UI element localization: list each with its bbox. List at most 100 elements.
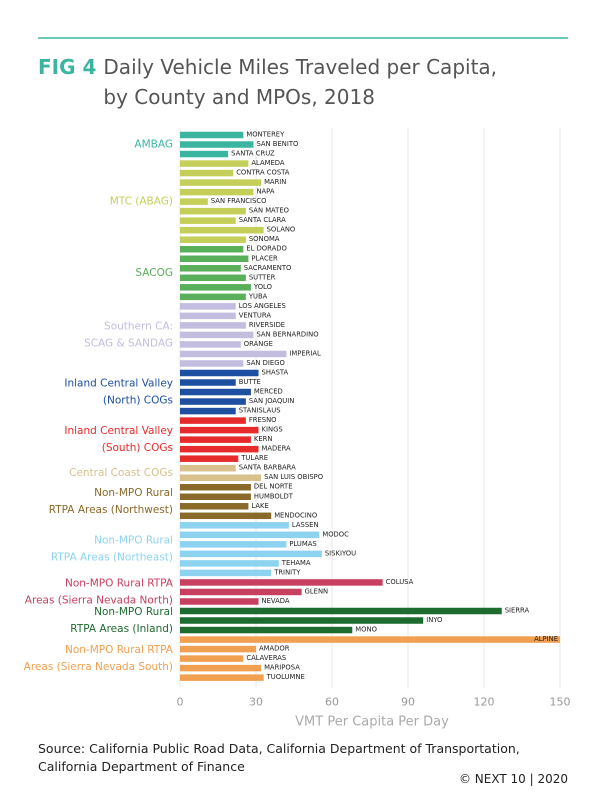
bar-label: ALPINE bbox=[534, 635, 558, 643]
bar-label: VENTURA bbox=[239, 311, 272, 319]
bar-label: HUMBOLDT bbox=[254, 492, 294, 500]
bar-label: RIVERSIDE bbox=[249, 321, 285, 329]
bar bbox=[180, 379, 236, 386]
group-label: SACOG bbox=[135, 267, 173, 279]
bar-label: SANTA BARBARA bbox=[239, 464, 296, 472]
bar bbox=[180, 626, 353, 634]
bar bbox=[180, 417, 246, 424]
bar bbox=[180, 217, 236, 224]
group-label: SCAG & SANDAG bbox=[84, 337, 173, 349]
bar bbox=[180, 655, 244, 662]
bar-label: STANISLAUS bbox=[239, 407, 281, 415]
bar bbox=[180, 512, 272, 520]
group-label: AMBAG bbox=[134, 139, 173, 151]
x-axis-label: VMT Per Capita Per Day bbox=[295, 715, 449, 730]
bar-label: MONTEREY bbox=[246, 131, 285, 139]
x-tick-label: 30 bbox=[249, 696, 263, 709]
bar-label: MENDOCINO bbox=[274, 511, 317, 519]
bar-label: SAN FRANCISCO bbox=[211, 197, 267, 205]
bar-label: SACRAMENTO bbox=[244, 264, 292, 272]
bar bbox=[180, 350, 287, 358]
bar bbox=[180, 293, 246, 301]
bar-label: MERCED bbox=[254, 388, 283, 396]
bar bbox=[180, 226, 264, 234]
bar-label: CONTRA COSTA bbox=[236, 169, 290, 177]
group-label: Inland Central Valley bbox=[64, 425, 173, 437]
group-label: RTPA Areas (Northeast) bbox=[51, 552, 173, 564]
bar bbox=[180, 588, 302, 596]
bar bbox=[180, 245, 244, 253]
bar bbox=[180, 303, 236, 310]
x-tick-label: 0 bbox=[177, 696, 184, 709]
bar-label: SAN BERNARDINO bbox=[256, 330, 318, 338]
bar bbox=[180, 150, 229, 158]
bar-label: SANTA CLARA bbox=[239, 216, 286, 224]
bar-label: SIERRA bbox=[505, 607, 530, 615]
group-label: Non-MPO Rural RTPA bbox=[65, 644, 174, 656]
bar-label: SAN BENITO bbox=[256, 140, 298, 148]
group-label: Areas (Sierra Nevada North) bbox=[25, 594, 173, 606]
bar bbox=[180, 160, 249, 167]
bar-label: TULARE bbox=[240, 454, 268, 462]
bar bbox=[180, 483, 251, 491]
bar-label: SANTA CRUZ bbox=[231, 150, 275, 158]
group-label: RTPA Areas (Northwest) bbox=[49, 504, 173, 516]
group-label: (North) COGs bbox=[103, 395, 173, 407]
bar bbox=[180, 636, 560, 643]
bar-label: SAN DIEGO bbox=[246, 359, 284, 367]
bar-label: IMPERIAL bbox=[289, 349, 321, 357]
x-tick-label: 90 bbox=[401, 696, 415, 709]
bar bbox=[180, 341, 241, 348]
bar bbox=[180, 398, 246, 405]
bar-label: MADERA bbox=[262, 445, 291, 453]
bar-label: MARIN bbox=[264, 178, 286, 186]
bar bbox=[180, 455, 239, 462]
bar bbox=[180, 445, 259, 453]
bar bbox=[180, 598, 259, 605]
bar bbox=[180, 265, 241, 272]
bar-label: ALAMEDA bbox=[251, 159, 285, 167]
bar bbox=[180, 255, 249, 263]
bar bbox=[180, 560, 279, 567]
title-block: FIG 4 Daily Vehicle Miles Traveled per C… bbox=[38, 52, 558, 112]
bar-label: DEL NORTE bbox=[254, 483, 293, 491]
bar-label: AMADOR bbox=[259, 645, 290, 653]
bar bbox=[180, 569, 272, 577]
group-label: (South) COGs bbox=[102, 442, 173, 454]
bar bbox=[180, 493, 251, 501]
group-label: Inland Central Valley bbox=[64, 378, 173, 390]
bar-label: SAN JOAQUIN bbox=[249, 397, 295, 405]
bar bbox=[180, 474, 262, 481]
bar bbox=[180, 617, 424, 624]
bar-label: SISKIYOU bbox=[325, 549, 356, 557]
bar-label: NEVADA bbox=[262, 597, 290, 605]
bar bbox=[180, 674, 264, 681]
group-label: RTPA Areas (Inland) bbox=[70, 623, 173, 635]
bar-label: SAN MATEO bbox=[249, 207, 289, 215]
bar-label: PLACER bbox=[251, 254, 278, 262]
bar bbox=[180, 360, 244, 367]
bar bbox=[180, 426, 259, 434]
group-label: Areas (Sierra Nevada South) bbox=[24, 661, 173, 673]
bar bbox=[180, 579, 383, 586]
bar-label: YOLO bbox=[253, 283, 272, 291]
bar bbox=[180, 131, 244, 139]
chart-title: Daily Vehicle Miles Traveled per Capita,… bbox=[103, 55, 498, 109]
bar-label: INYO bbox=[426, 616, 442, 624]
figure-label: FIG 4 bbox=[38, 55, 97, 79]
bar bbox=[180, 436, 251, 443]
bar bbox=[180, 550, 322, 558]
bar-label: COLUSA bbox=[386, 578, 414, 586]
bar bbox=[180, 464, 236, 472]
group-label: Non-MPO Rural RTPA bbox=[65, 577, 174, 589]
bar-label: FRESNO bbox=[249, 416, 277, 424]
bar-label: SUTTER bbox=[249, 273, 276, 281]
bar-label: CALAVERAS bbox=[246, 654, 286, 662]
bar-label: GLENN bbox=[305, 587, 329, 595]
bar-label: MONO bbox=[355, 626, 377, 634]
bar-label: EL DORADO bbox=[246, 245, 287, 253]
bar-label: SAN LUIS OBISPO bbox=[264, 473, 323, 481]
bar bbox=[180, 522, 289, 529]
bar bbox=[180, 503, 249, 510]
